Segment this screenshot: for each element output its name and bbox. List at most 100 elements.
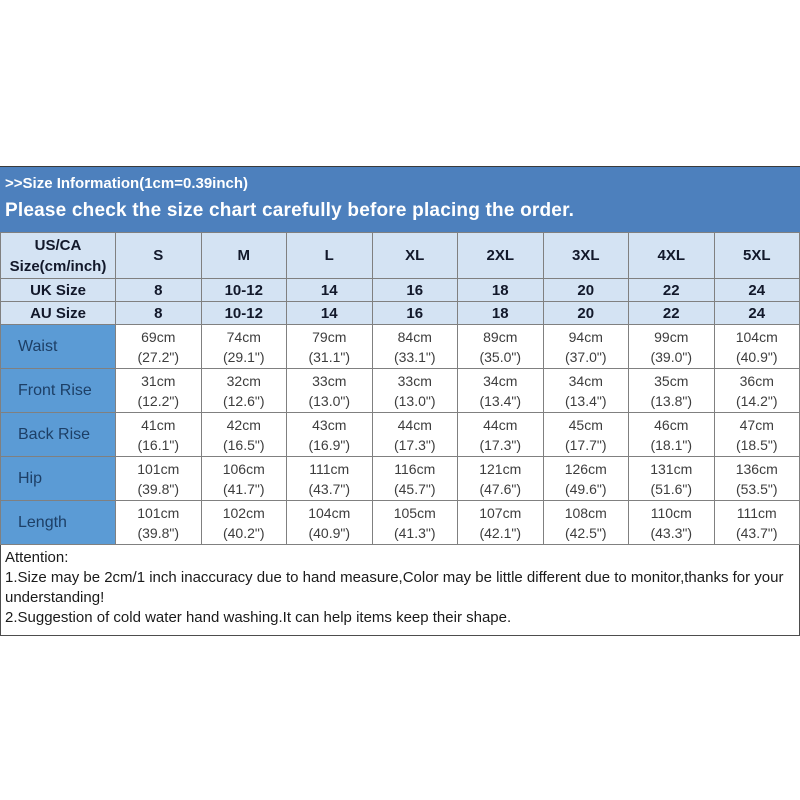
value-inch: (18.1") xyxy=(650,436,693,453)
value-cm: 121cm xyxy=(479,460,522,477)
value-cm: 101cm xyxy=(137,460,180,477)
front-rise-value-cell: 34cm (13.4") xyxy=(542,368,629,413)
attention-note-1: 1.Size may be 2cm/1 inch inaccuracy due … xyxy=(5,569,784,606)
length-value-cell: 110cm (43.3") xyxy=(628,500,715,545)
length-value-cell: 102cm (40.2") xyxy=(200,500,287,545)
value-inch: (16.5") xyxy=(222,436,265,453)
back-rise-value-cell: 45cm (17.7") xyxy=(542,412,629,457)
value-inch: (40.9") xyxy=(308,524,351,541)
front-rise-value-cell: 32cm (12.6") xyxy=(200,368,287,413)
back-rise-value-cell: 41cm (16.1") xyxy=(115,412,202,457)
value-inch: (27.2") xyxy=(137,348,180,365)
hip-value-cell: 121cm (47.6") xyxy=(457,456,544,501)
attention-title: Attention: xyxy=(5,549,69,566)
waist-value-cell: 99cm (39.0") xyxy=(628,324,715,369)
value-inch: (42.1") xyxy=(479,524,522,541)
hip-value-cell: 131cm (51.6") xyxy=(628,456,715,501)
length-value-cell: 101cm (39.8") xyxy=(115,500,202,545)
value-inch: (13.0") xyxy=(393,392,436,409)
back-rise-row: Back Rise 41cm (16.1") 42cm (16.5") 43cm (16.9… xyxy=(0,412,800,457)
hip-label: Hip xyxy=(0,456,116,501)
value-cm: 34cm xyxy=(483,372,518,389)
value-inch: (43.7") xyxy=(308,480,351,497)
value-cm: 84cm xyxy=(397,328,432,345)
value-inch: (18.5") xyxy=(735,436,778,453)
hip-value-cell: 106cm (41.7") xyxy=(200,456,287,501)
uk-size-value-cell: 14 xyxy=(286,278,373,302)
length-value-cell: 105cm (41.3") xyxy=(371,500,458,545)
waist-value-cell: 74cm (29.1") xyxy=(200,324,287,369)
value-cm: 108cm xyxy=(564,504,607,521)
value-inch: (47.6") xyxy=(479,480,522,497)
hip-value-cell: 136cm (53.5") xyxy=(713,456,800,501)
uk-size-value-cell: 8 xyxy=(115,278,202,302)
value-inch: (17.3") xyxy=(479,436,522,453)
waist-value-cell: 84cm (33.1") xyxy=(371,324,458,369)
back-rise-value-cell: 43cm (16.9") xyxy=(286,412,373,457)
value-cm: 99cm xyxy=(654,328,689,345)
au-size-value-cell: 8 xyxy=(115,301,202,325)
size-column-header-xl: XL xyxy=(371,232,458,279)
value-cm: 111cm xyxy=(736,504,777,521)
au-size-value-cell: 16 xyxy=(371,301,458,325)
waist-value-cell: 89cm (35.0") xyxy=(457,324,544,369)
value-inch: (17.3") xyxy=(393,436,436,453)
value-inch: (40.9") xyxy=(735,348,778,365)
value-inch: (39.8") xyxy=(137,480,180,497)
value-cm: 43cm xyxy=(312,416,347,433)
size-column-header-s: S xyxy=(115,232,202,279)
au-size-value-cell: 24 xyxy=(713,301,800,325)
value-inch: (41.3") xyxy=(393,524,436,541)
value-inch: (31.1") xyxy=(308,348,351,365)
back-rise-label: Back Rise xyxy=(0,412,116,457)
value-cm: 111cm xyxy=(309,460,350,477)
back-rise-value-cell: 44cm (17.3") xyxy=(371,412,458,457)
value-inch: (33.1") xyxy=(393,348,436,365)
value-inch: (41.7") xyxy=(222,480,265,497)
hip-value-cell: 116cm (45.7") xyxy=(371,456,458,501)
value-cm: 46cm xyxy=(654,416,689,433)
back-rise-value-cell: 46cm (18.1") xyxy=(628,412,715,457)
value-cm: 89cm xyxy=(483,328,518,345)
value-cm: 105cm xyxy=(393,504,436,521)
value-cm: 79cm xyxy=(312,328,347,345)
waist-value-cell: 69cm (27.2") xyxy=(115,324,202,369)
value-inch: (40.2") xyxy=(222,524,265,541)
value-cm: 32cm xyxy=(226,372,261,389)
value-cm: 36cm xyxy=(739,372,774,389)
back-rise-value-cell: 42cm (16.5") xyxy=(200,412,287,457)
value-inch: (37.0") xyxy=(564,348,607,365)
value-inch: (13.8") xyxy=(650,392,693,409)
value-inch: (45.7") xyxy=(393,480,436,497)
value-inch: (51.6") xyxy=(650,480,693,497)
length-label: Length xyxy=(0,500,116,545)
value-cm: 47cm xyxy=(739,416,774,433)
front-rise-value-cell: 35cm (13.8") xyxy=(628,368,715,413)
value-cm: 41cm xyxy=(141,416,176,433)
value-inch: (17.7") xyxy=(564,436,607,453)
length-value-cell: 107cm (42.1") xyxy=(457,500,544,545)
uk-size-value-cell: 18 xyxy=(457,278,544,302)
value-cm: 69cm xyxy=(141,328,176,345)
length-row: Length 101cm (39.8") 102cm (40.2") 104cm (40.9… xyxy=(0,500,800,545)
value-cm: 35cm xyxy=(654,372,689,389)
front-rise-value-cell: 33cm (13.0") xyxy=(286,368,373,413)
size-column-header-m: M xyxy=(200,232,287,279)
value-cm: 110cm xyxy=(650,504,692,521)
au-size-value-cell: 22 xyxy=(628,301,715,325)
value-inch: (12.6") xyxy=(222,392,265,409)
front-rise-value-cell: 33cm (13.0") xyxy=(371,368,458,413)
hip-value-cell: 101cm (39.8") xyxy=(115,456,202,501)
value-inch: (29.1") xyxy=(222,348,265,365)
value-cm: 107cm xyxy=(479,504,522,521)
corner-label-line1: US/CA xyxy=(34,236,82,254)
size-column-header-4xl: 4XL xyxy=(628,232,715,279)
uk-size-value-cell: 10-12 xyxy=(200,278,287,302)
value-inch: (43.7") xyxy=(735,524,778,541)
value-cm: 136cm xyxy=(735,460,778,477)
size-column-header-5xl: 5XL xyxy=(713,232,800,279)
value-inch: (53.5") xyxy=(735,480,778,497)
attention-notes: Attention: 1.Size may be 2cm/1 inch inac… xyxy=(0,545,800,636)
banner-subtitle: Please check the size chart carefully be… xyxy=(5,200,575,221)
